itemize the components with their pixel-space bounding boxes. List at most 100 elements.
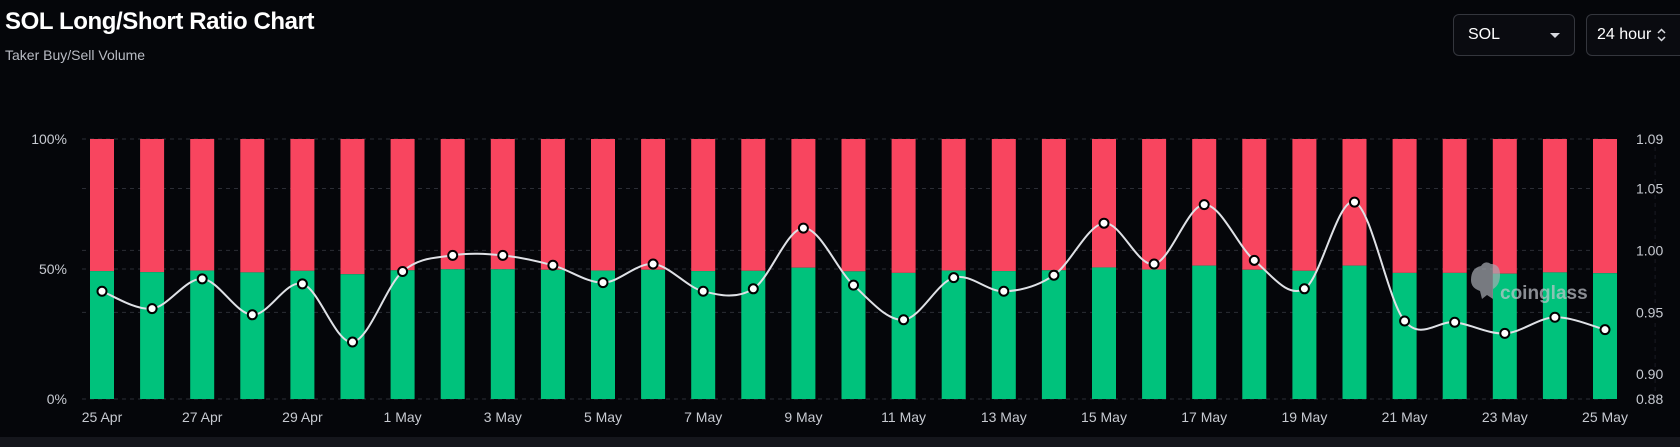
bar-short-1[interactable] — [90, 139, 114, 272]
ratio-point-2[interactable] — [146, 303, 158, 315]
bar-short-27[interactable] — [1392, 139, 1417, 273]
bar-short-24[interactable] — [1242, 139, 1267, 270]
ratio-point-12[interactable] — [647, 258, 659, 270]
y-right-tick-label: 0.88 — [1636, 391, 1663, 407]
ratio-point-5[interactable] — [296, 278, 308, 290]
bar-long-23[interactable] — [1192, 265, 1217, 399]
x-tick-label: 3 May — [484, 409, 522, 425]
bar-short-17[interactable] — [891, 139, 916, 273]
bar-short-28[interactable] — [1442, 139, 1467, 273]
ratio-point-7[interactable] — [397, 265, 409, 277]
sort-arrows-icon — [1657, 28, 1666, 42]
y-right-tick-label: 1.00 — [1636, 242, 1663, 258]
bar-long-11[interactable] — [591, 270, 615, 399]
bar-short-11[interactable] — [591, 139, 615, 271]
bar-long-21[interactable] — [1092, 267, 1116, 399]
ratio-point-16[interactable] — [848, 279, 859, 291]
ratio-point-1[interactable] — [96, 285, 108, 297]
ratio-point-13[interactable] — [697, 285, 709, 297]
ratio-point-8[interactable] — [447, 249, 459, 261]
bar-long-24[interactable] — [1242, 269, 1267, 399]
bar-short-6[interactable] — [340, 139, 365, 275]
bar-short-14[interactable] — [741, 139, 766, 271]
ratio-point-19[interactable] — [998, 285, 1010, 297]
bar-short-12[interactable] — [641, 139, 666, 270]
ratio-point-30[interactable] — [1549, 311, 1561, 323]
bar-short-4[interactable] — [240, 139, 265, 273]
ratio-point-31[interactable] — [1599, 324, 1611, 336]
bar-long-4[interactable] — [240, 272, 265, 399]
x-tick-label: 29 Apr — [282, 409, 323, 425]
bar-short-25[interactable] — [1292, 139, 1317, 271]
bar-long-30[interactable] — [1542, 272, 1567, 399]
x-tick-label: 11 May — [881, 409, 926, 425]
bar-long-10[interactable] — [540, 269, 565, 399]
ratio-point-17[interactable] — [898, 314, 910, 326]
bar-short-3[interactable] — [190, 139, 215, 271]
bar-long-18[interactable] — [941, 270, 966, 399]
bar-short-13[interactable] — [691, 139, 716, 272]
ratio-point-25[interactable] — [1298, 283, 1310, 295]
bar-short-8[interactable] — [440, 139, 465, 270]
y-right-tick-label: 1.05 — [1636, 181, 1663, 197]
bar-long-7[interactable] — [390, 270, 415, 399]
bar-short-20[interactable] — [1041, 139, 1066, 271]
y-right-tick-label: 0.90 — [1636, 366, 1663, 382]
bar-short-10[interactable] — [540, 139, 565, 270]
bar-long-2[interactable] — [140, 272, 165, 399]
bar-long-9[interactable] — [490, 269, 515, 399]
x-tick-label: 13 May — [981, 409, 1027, 425]
ratio-point-18[interactable] — [948, 272, 960, 284]
ratio-point-10[interactable] — [547, 259, 559, 271]
range-select[interactable]: 24 hour — [1586, 14, 1680, 56]
ratio-point-20[interactable] — [1048, 269, 1060, 281]
bar-long-28[interactable] — [1442, 272, 1467, 399]
bar-short-7[interactable] — [390, 139, 415, 271]
bar-short-31[interactable] — [1593, 139, 1617, 274]
bar-long-5[interactable] — [290, 270, 315, 399]
ratio-point-15[interactable] — [797, 222, 809, 234]
bar-long-15[interactable] — [791, 267, 816, 399]
coinglass-logo-icon — [1471, 262, 1500, 299]
page-subtitle: Taker Buy/Sell Volume — [5, 47, 146, 63]
bar-long-31[interactable] — [1593, 273, 1617, 399]
bar-short-2[interactable] — [140, 139, 165, 273]
coin-select[interactable]: SOL — [1453, 14, 1575, 56]
bar-short-16[interactable] — [841, 139, 866, 272]
bar-short-5[interactable] — [290, 139, 315, 271]
bar-long-26[interactable] — [1342, 265, 1367, 399]
bar-short-30[interactable] — [1542, 139, 1567, 273]
bar-short-19[interactable] — [991, 139, 1016, 272]
ratio-point-23[interactable] — [1198, 199, 1210, 211]
ratio-point-4[interactable] — [246, 309, 258, 321]
bar-long-20[interactable] — [1041, 270, 1066, 399]
ratio-point-26[interactable] — [1349, 196, 1360, 208]
bar-short-9[interactable] — [490, 139, 515, 270]
ratio-point-29[interactable] — [1499, 327, 1511, 339]
ratio-point-14[interactable] — [747, 283, 759, 295]
ratio-point-28[interactable] — [1449, 316, 1461, 328]
ratio-point-11[interactable] — [597, 277, 609, 289]
ratio-point-27[interactable] — [1399, 315, 1411, 327]
x-tick-label: 19 May — [1281, 409, 1327, 425]
x-tick-label: 25 May — [1582, 409, 1628, 425]
bar-long-12[interactable] — [641, 269, 666, 399]
ratio-point-3[interactable] — [196, 273, 208, 285]
bar-short-15[interactable] — [791, 139, 816, 268]
ratio-point-24[interactable] — [1248, 254, 1260, 266]
ratio-point-6[interactable] — [347, 336, 358, 348]
bar-long-17[interactable] — [891, 272, 916, 399]
bar-short-22[interactable] — [1142, 139, 1167, 270]
chevron-down-icon — [1550, 32, 1560, 38]
ratio-point-9[interactable] — [497, 249, 509, 261]
bar-short-29[interactable] — [1492, 139, 1517, 274]
ratio-point-22[interactable] — [1148, 258, 1160, 270]
bar-long-8[interactable] — [440, 269, 465, 399]
bar-long-22[interactable] — [1142, 269, 1167, 399]
bar-short-21[interactable] — [1092, 139, 1116, 268]
bar-short-18[interactable] — [941, 139, 966, 271]
ratio-point-21[interactable] — [1098, 217, 1110, 229]
bar-long-3[interactable] — [190, 270, 215, 399]
bar-long-27[interactable] — [1392, 272, 1417, 399]
